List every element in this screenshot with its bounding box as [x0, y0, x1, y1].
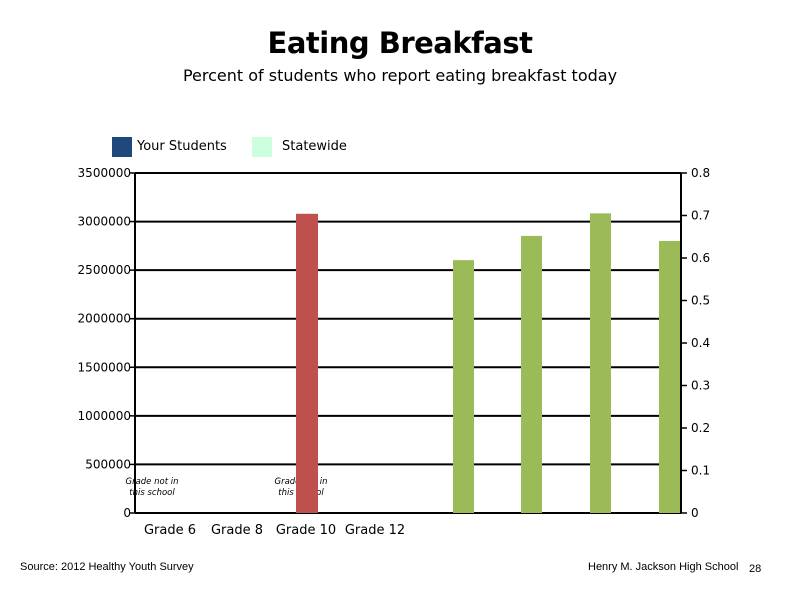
category-label: Grade 12	[345, 523, 405, 538]
right-axis-tick-label: 0.4	[691, 336, 710, 350]
annotation-label: Grade not in	[126, 477, 179, 487]
left-axis-tick-label: 1500000	[78, 360, 131, 374]
annotation-label: this school	[129, 488, 175, 498]
page-number: 28	[749, 563, 762, 575]
left-axis-tick-label: 2500000	[78, 263, 131, 277]
right-axis-tick-label: 0.7	[691, 209, 710, 223]
school-name: Henry M. Jackson High School	[588, 561, 739, 573]
source-note: Source: 2012 Healthy Youth Survey	[20, 561, 194, 573]
left-axis-tick-label: 1000000	[78, 409, 131, 423]
right-axis-tick-label: 0.1	[691, 464, 710, 478]
bar-green	[521, 235, 542, 513]
category-label: Grade 10	[276, 523, 336, 538]
right-axis-tick-label: 0.6	[691, 251, 710, 265]
category-label: Grade 8	[211, 523, 263, 538]
bar-green	[453, 260, 474, 513]
legend-label-your-students: Your Students	[137, 139, 227, 154]
left-axis-tick-label: 0	[123, 506, 131, 520]
legend-swatch-statewide	[252, 137, 272, 157]
bar-green	[659, 241, 680, 513]
chart-subtitle: Percent of students who report eating br…	[182, 66, 618, 85]
left-axis-tick-label: 500000	[85, 457, 131, 471]
right-axis-tick-label: 0.8	[691, 166, 710, 180]
right-axis-tick-label: 0.2	[691, 421, 710, 435]
right-axis-tick-label: 0.5	[691, 294, 710, 308]
left-axis-tick-label: 3000000	[78, 215, 131, 229]
bar-grade-10	[296, 213, 318, 514]
category-label: Grade 6	[144, 523, 196, 538]
chart-title: Eating Breakfast	[267, 26, 533, 60]
legend-swatch-your-students	[112, 137, 132, 157]
right-axis-tick-label: 0	[691, 506, 699, 520]
right-axis-tick-label: 0.3	[691, 379, 710, 393]
left-axis-tick-label: 2000000	[78, 312, 131, 326]
bar-green	[590, 213, 611, 513]
left-axis-tick-label: 3500000	[78, 166, 131, 180]
legend-label-statewide: Statewide	[282, 139, 347, 154]
